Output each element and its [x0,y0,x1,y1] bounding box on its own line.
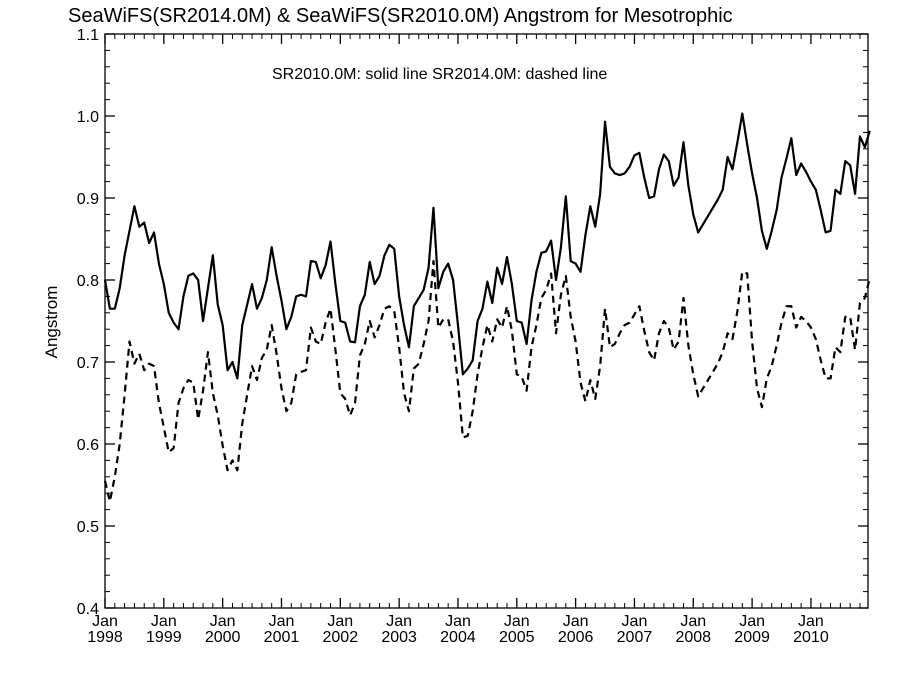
x-tick-year: 2005 [499,629,535,646]
x-tick-month: Jan [680,613,706,630]
x-tick-month: Jan [386,613,412,630]
x-tick-year: 2001 [264,629,300,646]
y-tick-label: 0.9 [77,191,99,208]
x-tick-month: Jan [210,613,236,630]
x-tick-year: 2010 [793,629,829,646]
plot-frame [104,33,869,609]
tick-labels: 0.40.50.60.70.80.91.01.1Jan1998Jan1999Ja… [77,27,829,646]
line-style-annotation: SR2010.0M: solid line SR2014.0M: dashed … [272,66,607,83]
x-tick-month: Jan [563,613,589,630]
x-tick-year: 2002 [323,629,359,646]
x-tick-month: Jan [798,613,824,630]
x-tick-month: Jan [504,613,530,630]
x-tick-month: Jan [622,613,648,630]
x-tick-year: 1998 [87,629,123,646]
series-line-solid [103,112,871,380]
y-tick-label: 1.0 [77,109,99,126]
x-tick-year: 1999 [146,629,182,646]
x-tick-year: 2003 [381,629,417,646]
x-tick-year: 2007 [617,629,653,646]
x-tick-year: 2008 [675,629,711,646]
x-tick-month: Jan [327,613,353,630]
y-tick-label: 0.5 [77,519,99,536]
axis-ticks [104,33,868,609]
x-tick-month: Jan [739,613,765,630]
y-tick-label: 0.6 [77,437,99,454]
series-line-dashed [103,260,871,503]
series-group [103,112,871,503]
x-tick-month: Jan [92,613,118,630]
x-tick-year: 2000 [205,629,241,646]
x-tick-month: Jan [445,613,471,630]
y-axis-label: Angstrom [42,286,61,359]
x-tick-month: Jan [269,613,295,630]
x-tick-year: 2009 [734,629,770,646]
chart-title: SeaWiFS(SR2014.0M) & SeaWiFS(SR2010.0M) … [68,5,733,27]
x-tick-year: 2004 [440,629,476,646]
y-tick-label: 0.8 [77,273,99,290]
x-tick-month: Jan [151,613,177,630]
x-tick-year: 2006 [558,629,594,646]
y-tick-label: 0.7 [77,355,99,372]
y-tick-label: 1.1 [77,27,99,44]
y-tick-label: 0.4 [77,601,99,618]
